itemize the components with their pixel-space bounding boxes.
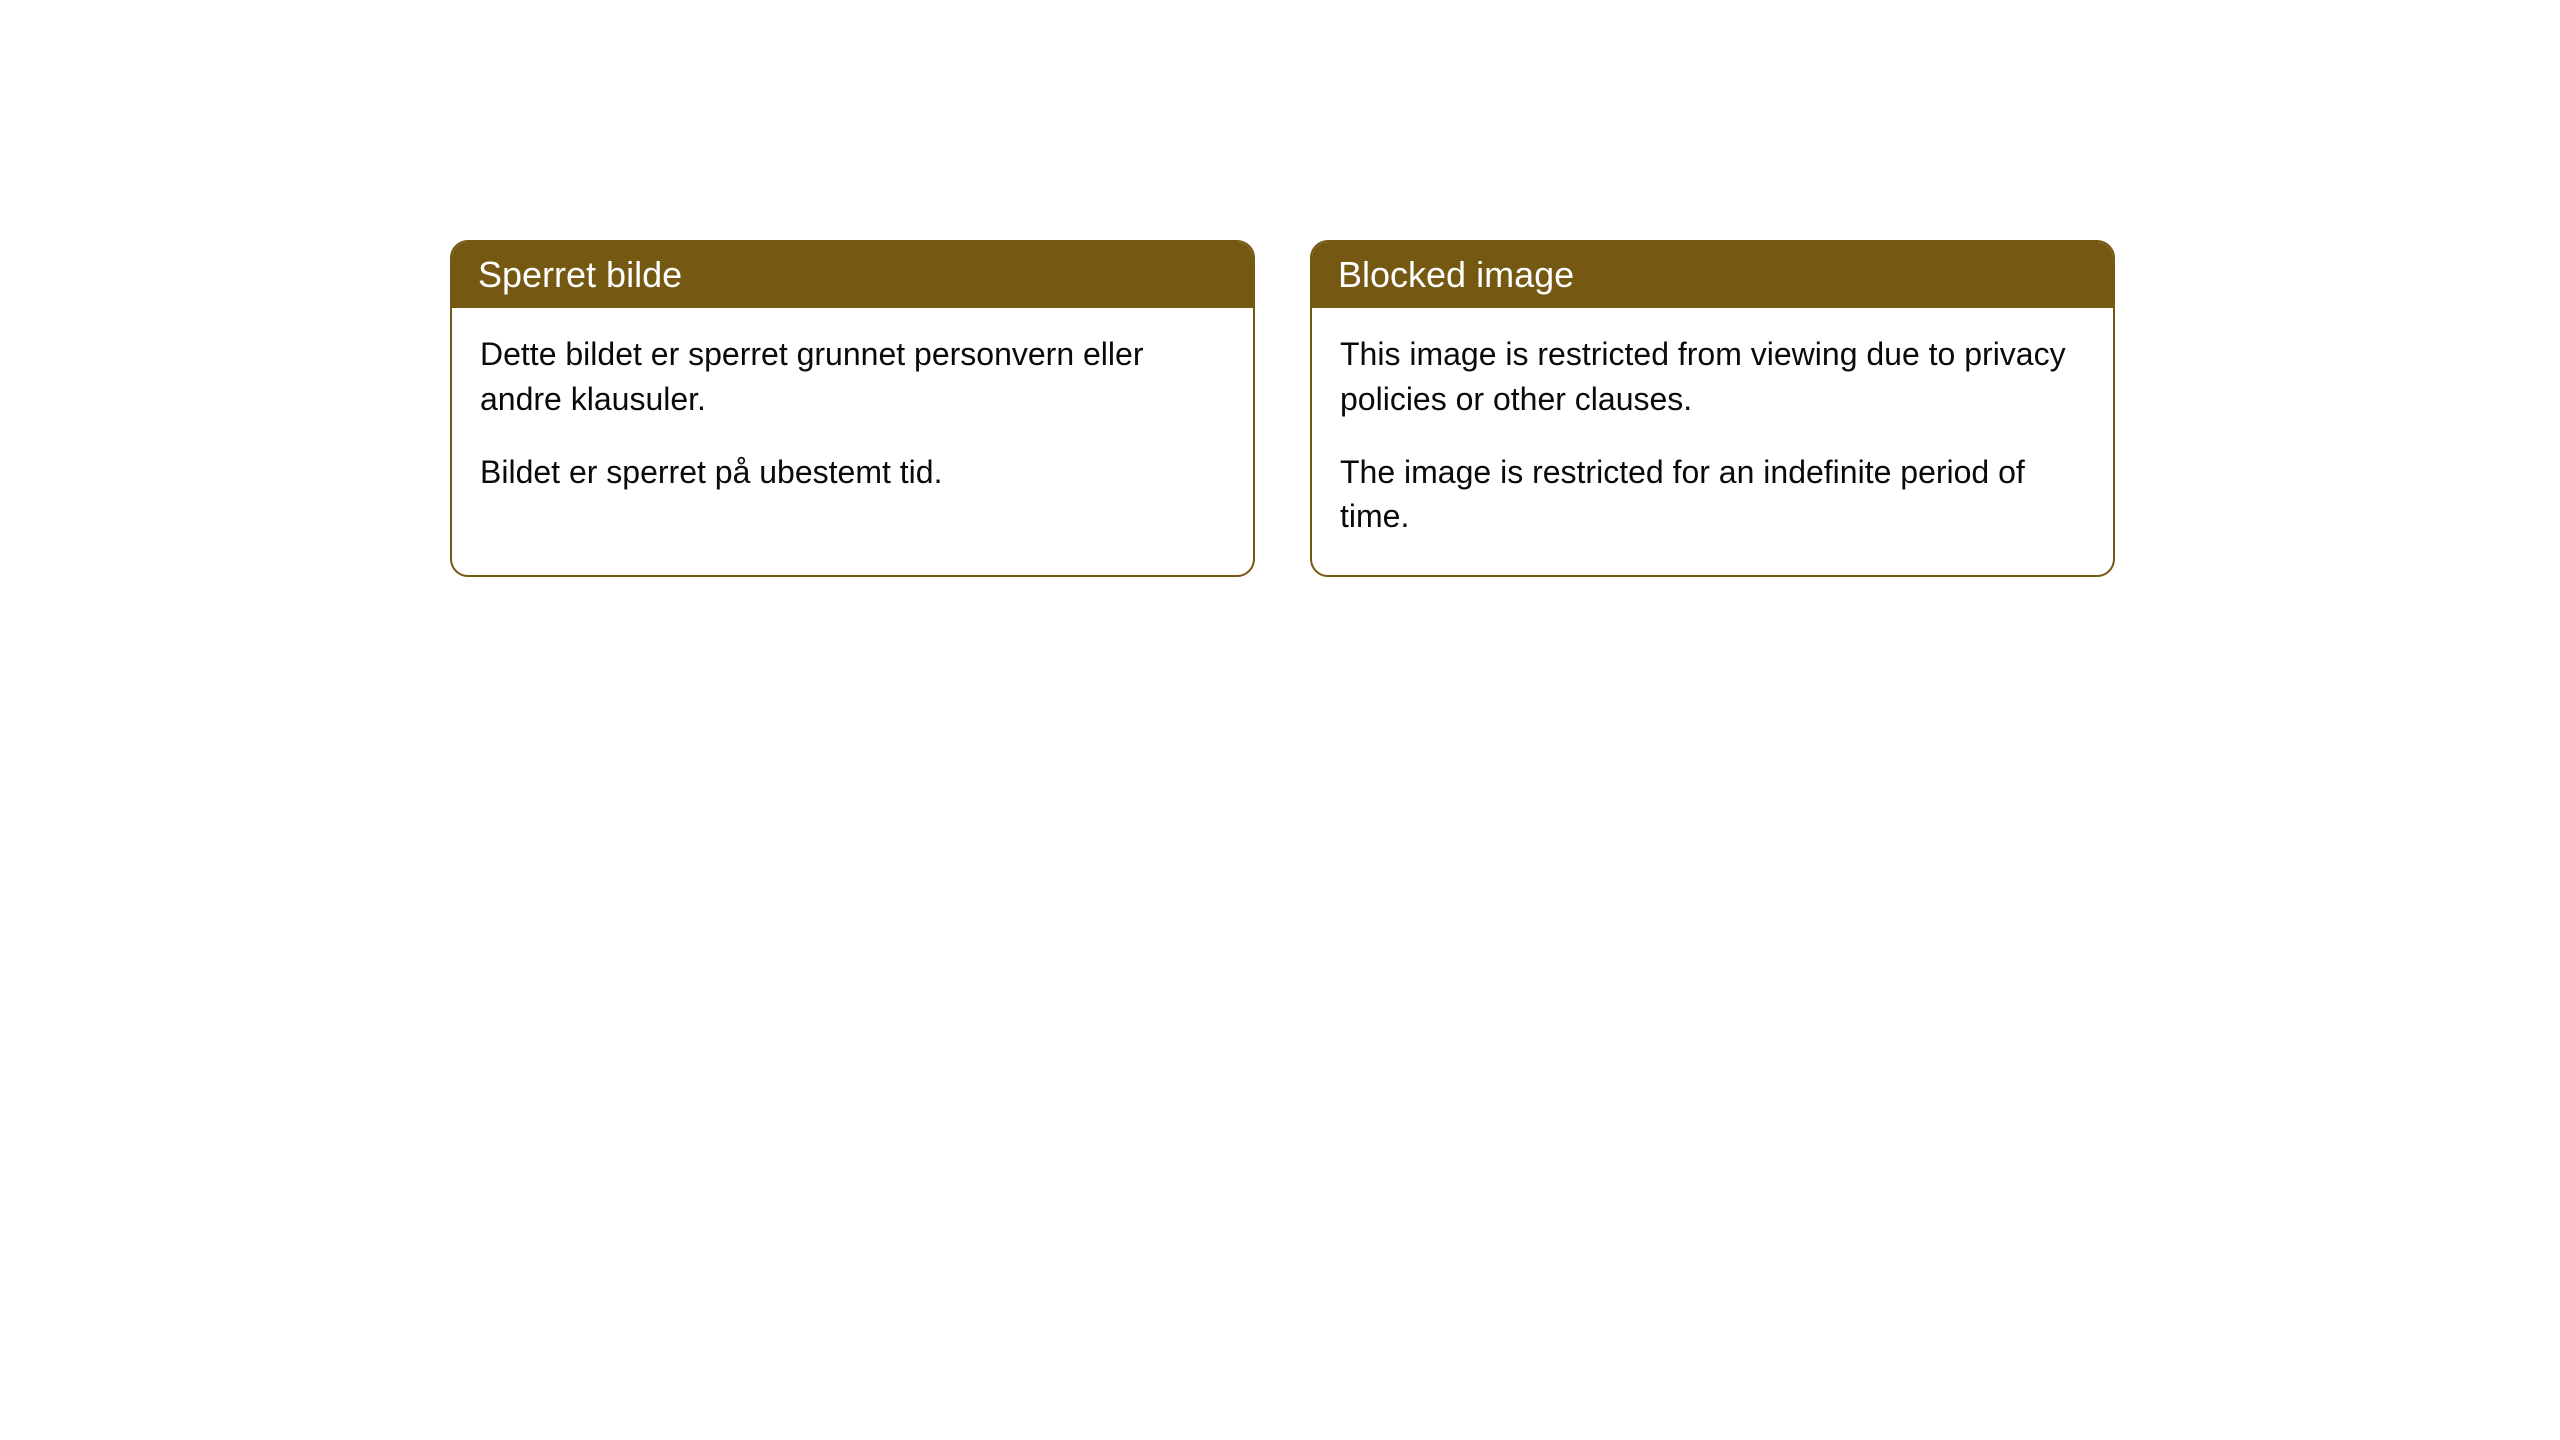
card-paragraph: Dette bildet er sperret grunnet personve… — [480, 332, 1225, 422]
card-paragraph: The image is restricted for an indefinit… — [1340, 450, 2085, 540]
card-title-english: Blocked image — [1312, 242, 2113, 308]
card-body-norwegian: Dette bildet er sperret grunnet personve… — [452, 308, 1253, 530]
blocked-card-norwegian: Sperret bilde Dette bildet er sperret gr… — [450, 240, 1255, 577]
card-paragraph: Bildet er sperret på ubestemt tid. — [480, 450, 1225, 495]
card-paragraph: This image is restricted from viewing du… — [1340, 332, 2085, 422]
card-title-norwegian: Sperret bilde — [452, 242, 1253, 308]
blocked-card-english: Blocked image This image is restricted f… — [1310, 240, 2115, 577]
card-body-english: This image is restricted from viewing du… — [1312, 308, 2113, 575]
blocked-image-cards: Sperret bilde Dette bildet er sperret gr… — [450, 240, 2115, 577]
